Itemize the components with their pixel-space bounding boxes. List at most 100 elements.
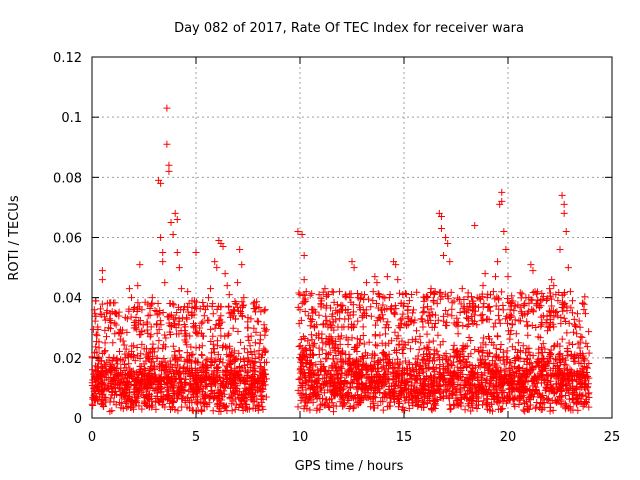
- data-point: [505, 365, 513, 373]
- data-point: [496, 356, 504, 364]
- data-point: [256, 368, 264, 376]
- data-point: [109, 339, 117, 347]
- data-point: [143, 371, 151, 379]
- data-point: [385, 385, 393, 393]
- data-point: [581, 371, 589, 379]
- data-point: [424, 399, 432, 407]
- data-point: [141, 399, 149, 407]
- data-point: [382, 352, 390, 360]
- data-point: [143, 326, 151, 334]
- data-point: [316, 394, 324, 402]
- data-point: [243, 369, 251, 377]
- data-point: [346, 383, 354, 391]
- data-point: [235, 403, 243, 411]
- data-point: [203, 355, 211, 363]
- data-point: [253, 317, 261, 325]
- data-point: [412, 327, 420, 335]
- data-point: [551, 342, 559, 350]
- data-point: [412, 394, 420, 402]
- data-point: [550, 313, 558, 321]
- data-point: [331, 392, 339, 400]
- data-point: [373, 342, 381, 350]
- data-point: [159, 258, 167, 266]
- data-point: [340, 323, 348, 331]
- data-point: [395, 340, 403, 348]
- data-point: [488, 367, 496, 375]
- data-point: [344, 359, 352, 367]
- data-point: [490, 323, 498, 331]
- data-point: [467, 350, 475, 358]
- data-point: [122, 364, 130, 372]
- data-point: [350, 321, 358, 329]
- data-point: [411, 386, 419, 394]
- data-point: [215, 408, 223, 416]
- data-point: [135, 320, 143, 328]
- data-point: [226, 351, 234, 359]
- data-point: [514, 339, 522, 347]
- data-point: [574, 406, 582, 414]
- data-point: [310, 339, 318, 347]
- data-point: [249, 380, 257, 388]
- data-point: [464, 387, 472, 395]
- data-point: [363, 279, 371, 287]
- data-point: [114, 360, 122, 368]
- data-point: [329, 288, 337, 296]
- data-point: [163, 140, 171, 148]
- data-point: [132, 313, 140, 321]
- data-point: [138, 369, 146, 377]
- data-point: [431, 320, 439, 328]
- data-point: [92, 330, 100, 338]
- data-point: [565, 395, 573, 403]
- data-point: [383, 273, 391, 281]
- data-point: [412, 337, 420, 345]
- data-point: [581, 377, 589, 385]
- data-point: [111, 391, 119, 399]
- data-point: [532, 324, 540, 332]
- data-point: [220, 387, 228, 395]
- data-point: [511, 302, 519, 310]
- data-point: [104, 381, 112, 389]
- data-point: [221, 403, 229, 411]
- data-point: [374, 290, 382, 298]
- data-point: [199, 299, 207, 307]
- data-point: [244, 354, 252, 362]
- data-point: [322, 320, 330, 328]
- data-point: [317, 300, 325, 308]
- data-point: [500, 353, 508, 361]
- data-point: [136, 354, 144, 362]
- data-point: [159, 249, 167, 257]
- data-point: [566, 403, 574, 411]
- data-point: [178, 384, 186, 392]
- data-point: [504, 273, 512, 281]
- data-point: [400, 369, 408, 377]
- data-point: [221, 383, 229, 391]
- data-point: [565, 319, 573, 327]
- data-point: [360, 340, 368, 348]
- axis-ticks: [91, 56, 613, 419]
- data-point: [116, 348, 124, 356]
- data-point: [251, 364, 259, 372]
- data-point: [299, 394, 307, 402]
- data-point: [397, 382, 405, 390]
- data-point: [319, 288, 327, 296]
- data-point: [430, 298, 438, 306]
- data-point: [213, 264, 221, 272]
- data-point: [425, 346, 433, 354]
- data-point: [192, 344, 200, 352]
- data-point: [391, 310, 399, 318]
- data-point: [157, 234, 165, 241]
- y-tick-label: 0.1: [61, 111, 82, 126]
- data-point: [404, 377, 412, 385]
- data-point: [486, 362, 494, 370]
- data-point: [167, 218, 175, 226]
- data-point: [110, 383, 118, 391]
- data-point: [111, 330, 119, 338]
- data-point: [415, 346, 423, 354]
- data-point: [378, 339, 386, 347]
- data-point: [358, 361, 366, 369]
- data-point: [578, 333, 586, 341]
- data-point: [419, 385, 427, 393]
- data-point: [235, 349, 243, 357]
- data-point: [539, 340, 547, 348]
- data-point: [130, 351, 138, 359]
